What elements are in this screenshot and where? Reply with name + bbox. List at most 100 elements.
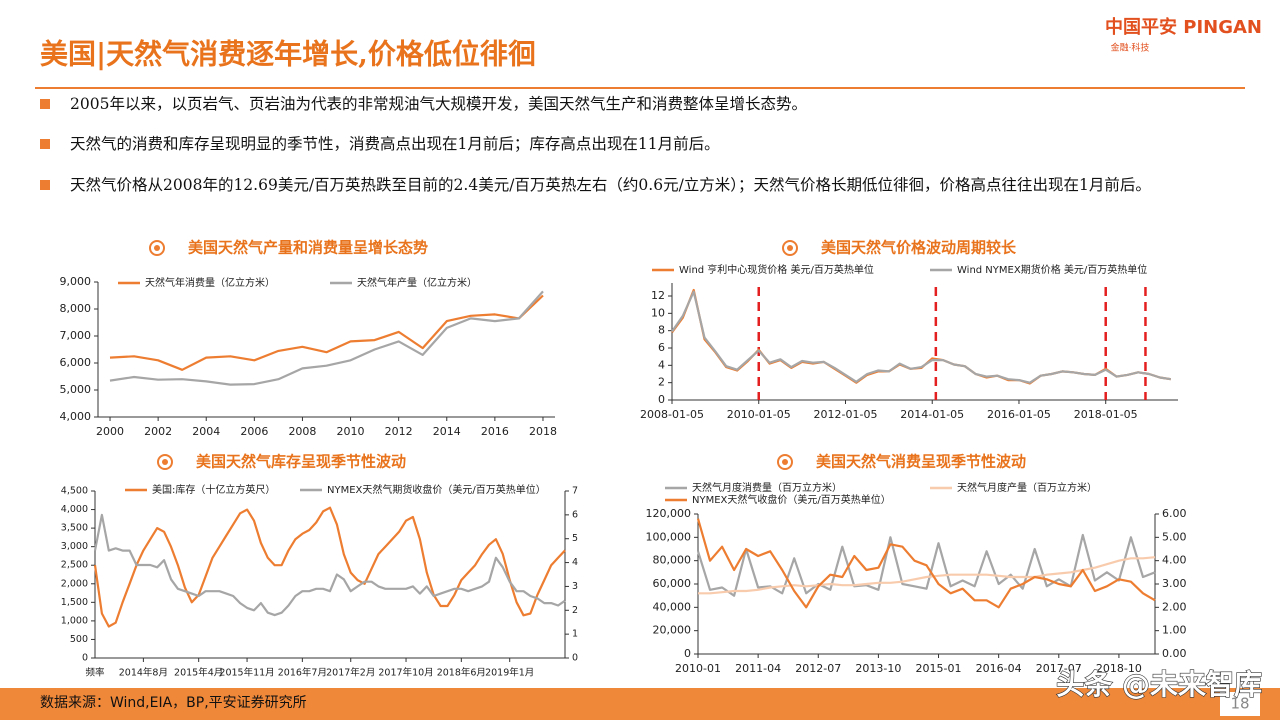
x-tick-label: 2010 xyxy=(337,425,365,438)
y-tick-label: 40,000 xyxy=(653,600,692,613)
x-tick-label: 2017年2月 xyxy=(326,667,375,679)
bullet-mark xyxy=(40,139,50,149)
y-tick-label: 7,000 xyxy=(60,329,92,342)
y-tick-label: 0 xyxy=(82,653,88,664)
source: 数据来源：Wind,EIA，BP,平安证券研究所 xyxy=(40,695,307,711)
x-tick-label: 2018 xyxy=(529,425,557,438)
y2-tick-label: 3.00 xyxy=(1162,577,1187,590)
y-tick-label: 1,500 xyxy=(61,597,88,608)
legend-label: NYMEX天然气收盘价（美元/百万英热单位） xyxy=(692,493,891,506)
logo-sub: 金融·科技 xyxy=(1111,42,1150,54)
legend-label: 天然气年产量（亿立方米） xyxy=(357,276,477,289)
y-tick-label: 3,000 xyxy=(61,541,88,552)
y-tick-label: 5,000 xyxy=(60,383,92,396)
header-rule xyxy=(35,87,1245,89)
y2-tick-label: 5 xyxy=(572,533,578,544)
series-line xyxy=(671,288,1171,385)
x-tick-label: 2012-07 xyxy=(795,662,841,675)
y2-tick-label: 4.00 xyxy=(1162,554,1187,567)
series-line xyxy=(696,518,1156,609)
x-axis-label: 频率 xyxy=(85,667,105,679)
y-tick-label: 1,000 xyxy=(61,615,88,626)
bullet: 2005年以来，以页岩气、页岩油为代表的非常规油气大规模开发，美国天然气生产和消… xyxy=(70,95,807,113)
x-tick-label: 2011-04 xyxy=(735,662,781,675)
y-tick-label: 0 xyxy=(684,647,691,660)
y2-tick-label: 6 xyxy=(572,509,578,520)
footer-bar xyxy=(0,688,1280,720)
x-tick-label: 2016-04 xyxy=(976,662,1022,675)
y-tick-label: 100,000 xyxy=(646,530,692,543)
x-tick-label: 2018-01-05 xyxy=(1074,408,1138,421)
y-tick-label: 8 xyxy=(658,324,665,337)
slide-title: 美国|天然气消费逐年增长,价格低位徘徊 xyxy=(40,38,536,71)
legend-label: Wind NYMEX期货价格 美元/百万英热单位 xyxy=(957,263,1147,276)
page-number: 18 xyxy=(1230,695,1249,713)
x-tick-label: 2014 xyxy=(433,425,461,438)
x-tick-label: 2013-10 xyxy=(855,662,901,675)
x-tick-label: 2012-01-05 xyxy=(814,408,878,421)
x-tick-label: 2008 xyxy=(288,425,316,438)
y2-tick-label: 1.00 xyxy=(1162,624,1187,637)
x-tick-label: 2006 xyxy=(240,425,268,438)
legend-label: 天然气月度产量（百万立方米） xyxy=(957,481,1097,494)
y2-tick-label: 6.00 xyxy=(1162,507,1187,520)
bullet: 天然气价格从2008年的12.69美元/百万英热跌至目前的2.4美元/百万英热左… xyxy=(70,176,1151,194)
y-tick-label: 12 xyxy=(651,289,665,302)
x-tick-label: 2012 xyxy=(385,425,413,438)
legend-label: 美国:库存（十亿立方英尺） xyxy=(152,483,275,496)
chart-title: 美国天然气消费呈现季节性波动 xyxy=(816,453,1026,471)
series-line xyxy=(698,556,1156,595)
bullet-mark xyxy=(40,180,50,190)
y-tick-label: 4,000 xyxy=(60,410,92,423)
y2-tick-label: 2.00 xyxy=(1162,600,1187,613)
y-tick-label: 2 xyxy=(658,376,665,389)
y2-tick-label: 3 xyxy=(572,581,578,592)
bullet: 天然气的消费和库存呈现明显的季节性，消费高点出现在1月前后；库存高点出现在11月… xyxy=(70,135,720,153)
x-tick-label: 2016年7月 xyxy=(278,667,327,679)
chart-title: 美国天然气产量和消费量呈增长态势 xyxy=(188,239,428,257)
y2-tick-label: 2 xyxy=(572,605,578,616)
y-tick-label: 10 xyxy=(651,306,665,319)
series-line xyxy=(93,506,566,628)
y2-tick-label: 5.00 xyxy=(1162,530,1187,543)
x-tick-label: 2016 xyxy=(481,425,509,438)
x-tick-label: 2015年4月 xyxy=(174,667,223,679)
bullet-mark xyxy=(40,99,50,109)
series-line xyxy=(109,294,544,371)
legend-label: 天然气月度消费量（百万立方米） xyxy=(692,481,842,494)
x-tick-label: 2004 xyxy=(192,425,220,438)
y-tick-label: 4 xyxy=(658,358,665,371)
page-box xyxy=(1220,692,1260,716)
y2-tick-label: 4 xyxy=(572,557,578,568)
x-tick-label: 2019年1月 xyxy=(485,667,534,679)
y-tick-label: 9,000 xyxy=(60,275,92,288)
series-line xyxy=(109,290,544,386)
x-tick-label: 2015年11月 xyxy=(219,667,274,679)
y-tick-label: 120,000 xyxy=(646,507,692,520)
x-tick-label: 2010-01 xyxy=(675,662,721,675)
legend-label: 天然气年消费量（亿立方米） xyxy=(145,276,275,289)
y-tick-label: 80,000 xyxy=(653,554,692,567)
y-tick-label: 6,000 xyxy=(60,356,92,369)
chart-title: 美国天然气价格波动周期较长 xyxy=(821,239,1017,257)
y2-tick-label: 0.00 xyxy=(1162,647,1187,660)
y-tick-label: 2,500 xyxy=(61,560,88,571)
y-tick-label: 500 xyxy=(70,634,88,645)
y2-tick-label: 7 xyxy=(572,486,578,497)
x-tick-label: 2017年10月 xyxy=(378,667,433,679)
x-tick-label: 2017-07 xyxy=(1036,662,1082,675)
x-tick-label: 2002 xyxy=(144,425,172,438)
x-tick-label: 2008-01-05 xyxy=(640,408,704,421)
x-tick-label: 2015-01 xyxy=(916,662,962,675)
y-tick-label: 60,000 xyxy=(653,577,692,590)
series-line xyxy=(671,290,1171,384)
x-tick-label: 2018年6月 xyxy=(437,667,486,679)
series-line xyxy=(93,513,566,617)
y-tick-label: 2,000 xyxy=(61,578,88,589)
x-tick-label: 2014-01-05 xyxy=(900,408,964,421)
x-tick-label: 2014年8月 xyxy=(119,667,168,679)
legend-label: Wind 亨利中心现货价格 美元/百万英热单位 xyxy=(679,263,874,276)
series-line xyxy=(696,533,1156,597)
